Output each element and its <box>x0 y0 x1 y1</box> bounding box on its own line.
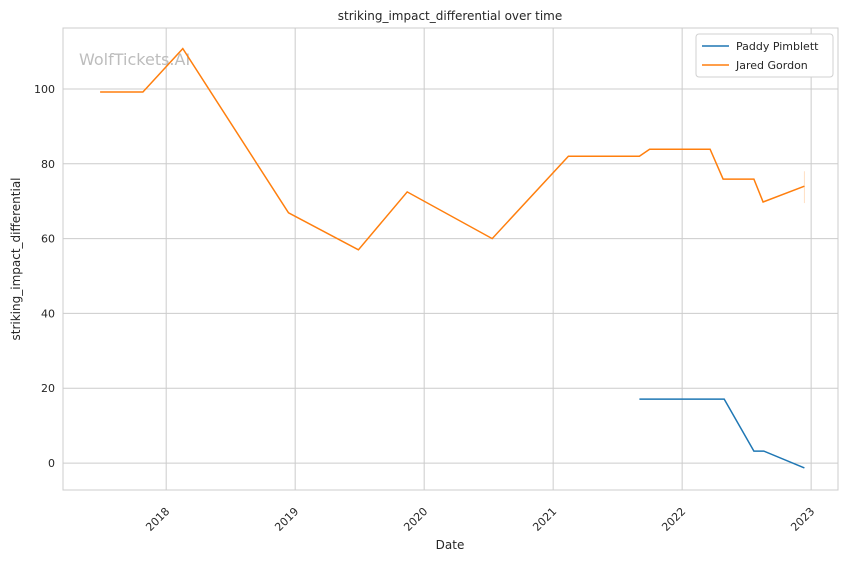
series-group <box>100 47 805 469</box>
y-tick-label: 20 <box>41 382 55 395</box>
plot-frame <box>62 27 839 491</box>
legend-label-jared-gordon: Jared Gordon <box>735 59 808 72</box>
x-axis-label: Date <box>436 538 465 552</box>
watermark: WolfTickets.AI <box>79 50 190 69</box>
series-line-jared-gordon <box>100 47 805 251</box>
series-line-paddy-pimblett <box>639 398 805 469</box>
x-tick-label: 2018 <box>143 505 172 534</box>
chart-title: striking_impact_differential over time <box>338 9 563 23</box>
y-axis-label: striking_impact_differential <box>9 177 23 340</box>
y-tick-label: 80 <box>41 158 55 171</box>
legend-label-paddy-pimblett: Paddy Pimblett <box>736 40 819 53</box>
y-tick-label: 40 <box>41 307 55 320</box>
legend: Paddy Pimblett Jared Gordon <box>695 33 834 78</box>
grid <box>63 28 838 490</box>
x-tick-label: 2019 <box>272 505 301 534</box>
x-tick-label: 2020 <box>401 505 430 534</box>
y-tick-label: 100 <box>34 83 55 96</box>
ticks: 0 20 40 60 80 100 2018 2019 2020 2021 2022 2023 <box>34 83 817 534</box>
y-tick-label: 60 <box>41 233 55 246</box>
x-tick-label: 2021 <box>530 505 559 534</box>
x-tick-label: 2022 <box>659 505 688 534</box>
legend-box <box>695 33 834 78</box>
x-tick-label: 2023 <box>788 505 817 534</box>
y-tick-label: 0 <box>48 457 55 470</box>
